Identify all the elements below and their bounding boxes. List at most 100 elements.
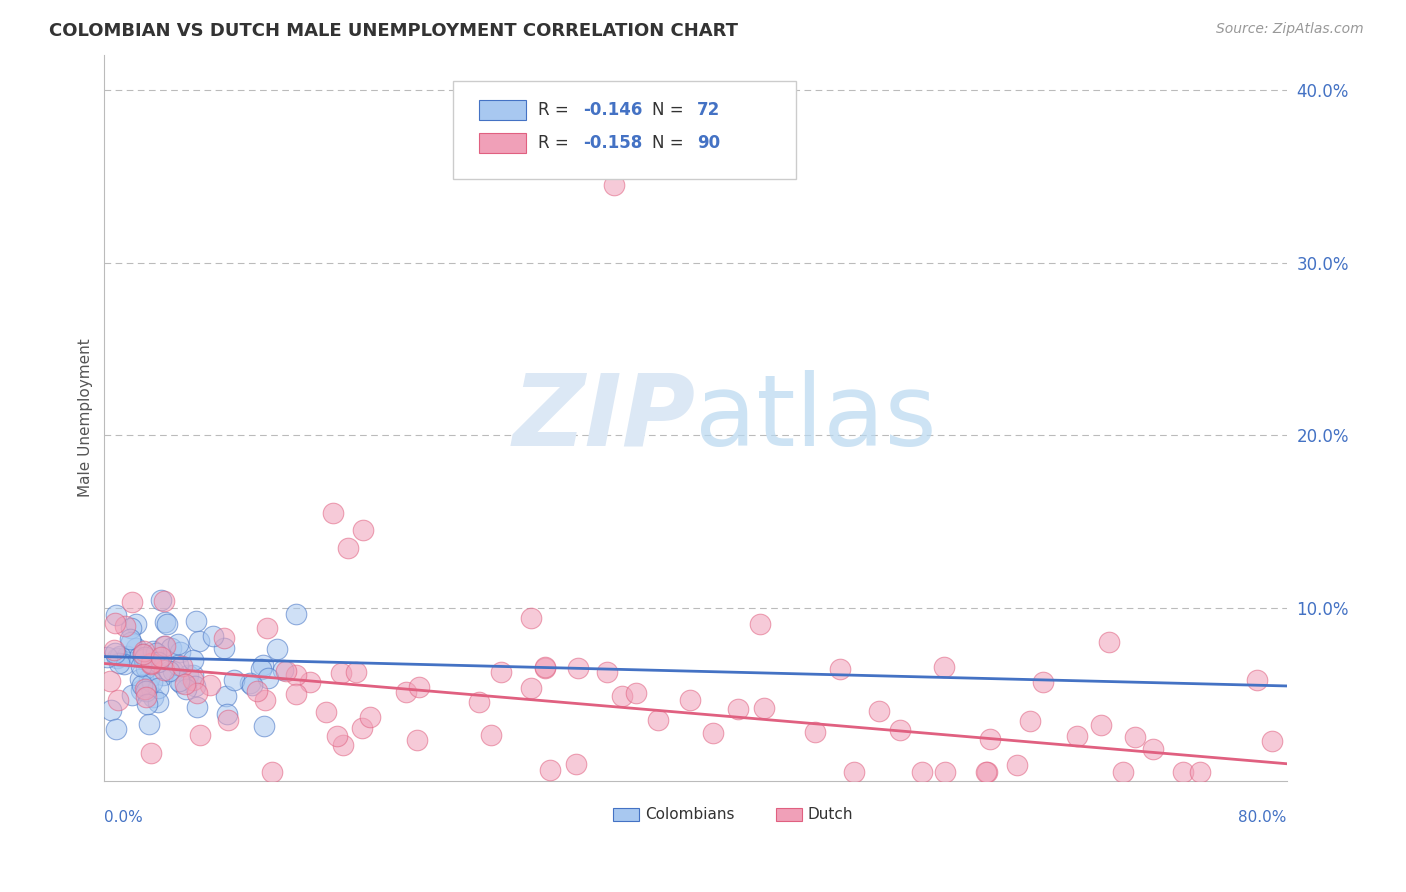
Point: [162, 664, 184, 678]
Point: [596, 665, 619, 679]
Point: [186, 686, 208, 700]
Bar: [479, 133, 526, 153]
Point: [803, 724, 825, 739]
Text: N =: N =: [652, 101, 689, 119]
Point: [468, 695, 491, 709]
Point: [104, 723, 127, 737]
Point: [129, 659, 152, 673]
Point: [1261, 734, 1284, 748]
Text: Colombians: Colombians: [645, 807, 734, 822]
Point: [257, 671, 280, 685]
Bar: [776, 808, 801, 821]
Point: [222, 673, 245, 687]
Point: [141, 675, 163, 690]
Point: [153, 640, 176, 654]
Point: [114, 618, 136, 632]
Point: [202, 629, 225, 643]
Point: [329, 666, 352, 681]
Point: [166, 657, 188, 672]
Text: R =: R =: [538, 134, 574, 152]
Point: [138, 717, 160, 731]
Point: [150, 650, 173, 665]
Point: [1246, 673, 1268, 687]
Point: [752, 701, 775, 715]
Point: [153, 663, 176, 677]
Point: [139, 657, 162, 671]
Point: [188, 633, 211, 648]
Bar: [479, 100, 526, 120]
Point: [120, 634, 142, 648]
Point: [159, 640, 181, 655]
Point: [273, 664, 295, 678]
Point: [489, 665, 512, 679]
Point: [479, 728, 502, 742]
Point: [173, 677, 195, 691]
Point: [214, 689, 236, 703]
Point: [146, 681, 169, 695]
Point: [533, 660, 555, 674]
Point: [176, 668, 198, 682]
FancyBboxPatch shape: [453, 80, 796, 178]
Point: [828, 662, 851, 676]
Point: [181, 673, 204, 688]
Point: [149, 592, 172, 607]
Y-axis label: Male Unemployment: Male Unemployment: [79, 339, 93, 498]
Point: [567, 661, 589, 675]
Point: [352, 721, 374, 735]
Point: [212, 631, 235, 645]
Point: [284, 686, 307, 700]
Point: [1188, 765, 1211, 780]
Text: N =: N =: [652, 134, 689, 152]
Point: [1090, 718, 1112, 732]
Point: [96, 650, 118, 665]
Text: 90: 90: [696, 134, 720, 152]
Point: [181, 653, 204, 667]
Point: [107, 692, 129, 706]
Text: Source: ZipAtlas.com: Source: ZipAtlas.com: [1216, 22, 1364, 37]
Point: [128, 650, 150, 665]
Point: [647, 713, 669, 727]
Point: [98, 673, 121, 688]
Point: [1142, 742, 1164, 756]
Point: [976, 765, 998, 780]
Point: [538, 764, 561, 778]
Point: [142, 644, 165, 658]
Point: [124, 640, 146, 655]
Point: [159, 664, 181, 678]
Point: [146, 695, 169, 709]
Point: [139, 746, 162, 760]
Point: [253, 719, 276, 733]
Text: R =: R =: [538, 101, 574, 119]
Point: [934, 660, 956, 674]
Point: [246, 684, 269, 698]
Point: [129, 682, 152, 697]
Point: [155, 615, 177, 629]
Point: [215, 706, 238, 721]
Point: [934, 765, 956, 780]
Point: [1171, 765, 1194, 780]
Text: 80.0%: 80.0%: [1239, 810, 1286, 825]
Point: [156, 617, 179, 632]
Text: 72: 72: [696, 101, 720, 119]
Text: 0.0%: 0.0%: [104, 810, 143, 825]
Point: [240, 678, 263, 692]
Point: [186, 614, 208, 628]
Point: [120, 621, 142, 635]
Point: [169, 676, 191, 690]
Point: [131, 678, 153, 692]
Point: [186, 700, 208, 714]
Point: [135, 697, 157, 711]
Point: [169, 673, 191, 688]
Point: [128, 673, 150, 687]
Point: [152, 639, 174, 653]
Text: COLOMBIAN VS DUTCH MALE UNEMPLOYMENT CORRELATION CHART: COLOMBIAN VS DUTCH MALE UNEMPLOYMENT COR…: [49, 22, 738, 40]
Point: [132, 644, 155, 658]
Text: ZIP: ZIP: [513, 369, 696, 467]
Point: [217, 713, 239, 727]
Point: [610, 690, 633, 704]
Point: [626, 686, 648, 700]
Point: [121, 595, 143, 609]
Point: [212, 641, 235, 656]
Point: [134, 650, 156, 665]
Point: [702, 726, 724, 740]
